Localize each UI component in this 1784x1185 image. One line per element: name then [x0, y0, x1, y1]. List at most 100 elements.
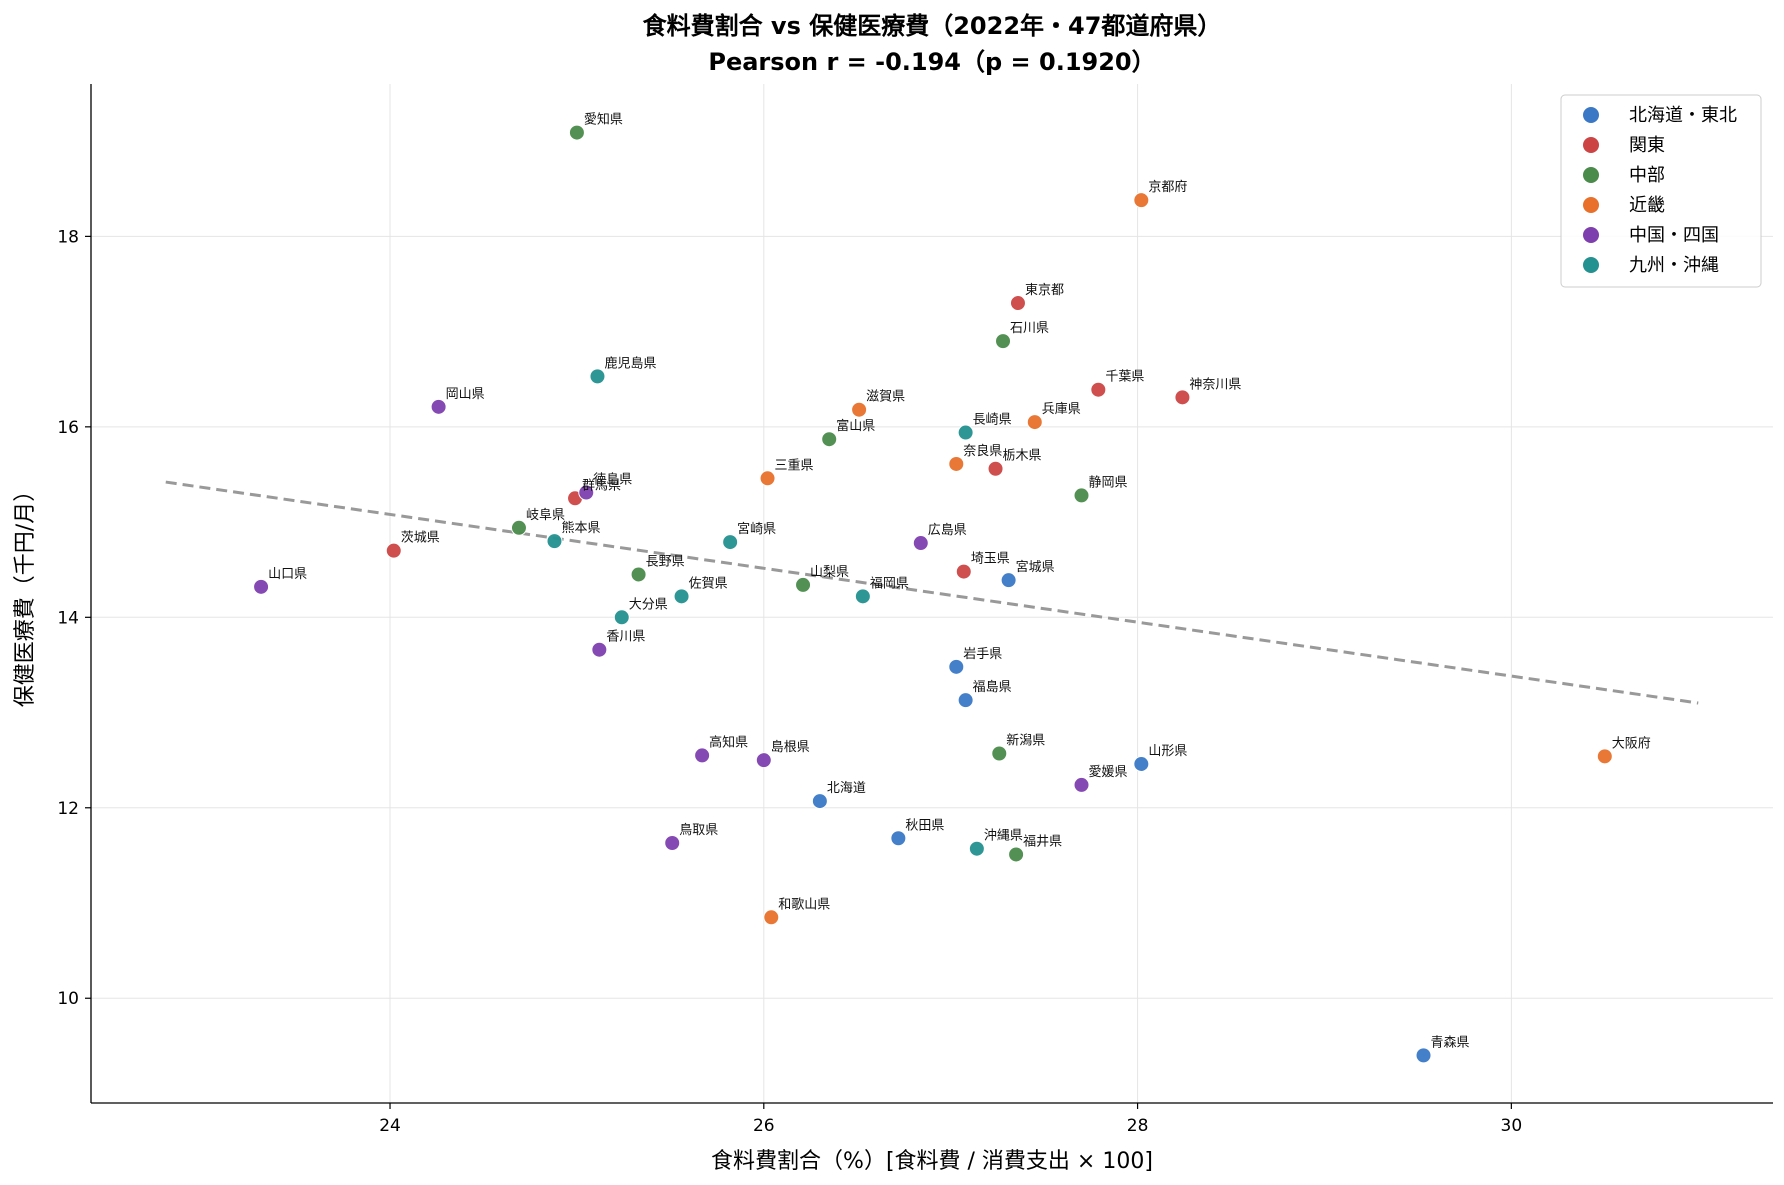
legend-entry: 近畿 — [1629, 195, 1665, 216]
legend-marker — [1583, 227, 1599, 243]
data-point — [430, 398, 447, 415]
data-point — [1415, 1047, 1432, 1064]
data-point — [851, 401, 868, 418]
point-label: 熊本県 — [561, 520, 600, 536]
data-point — [948, 455, 965, 472]
trendline-group — [165, 480, 1699, 705]
data-point — [987, 460, 1004, 477]
point-label: 兵庫県 — [1042, 402, 1081, 417]
data-point — [821, 431, 838, 448]
data-point — [613, 609, 630, 626]
data-point — [630, 566, 647, 583]
point-label: 福島県 — [973, 680, 1012, 695]
point-label: 岐阜県 — [526, 507, 565, 523]
data-point — [546, 533, 563, 550]
data-point — [811, 793, 828, 810]
point-label: 香川県 — [606, 630, 645, 645]
point-label: 沖縄県 — [984, 829, 1023, 844]
point-label: 青森県 — [1431, 1035, 1470, 1050]
data-point — [253, 578, 270, 595]
point-label: 三重県 — [775, 457, 814, 473]
x-tick-label: 30 — [1501, 1116, 1523, 1136]
data-point — [1009, 295, 1026, 312]
legend-entry: 北海道・東北 — [1629, 105, 1737, 126]
ticks: 24 26 28 30 10 12 14 16 18 — [57, 227, 1522, 1136]
data-point — [1174, 389, 1191, 406]
legend-marker — [1583, 107, 1599, 123]
axes — [90, 84, 1773, 1104]
point-label: 山形県 — [1148, 744, 1187, 759]
data-point — [385, 542, 402, 559]
legend-marker — [1583, 167, 1599, 183]
point-label: 群馬県 — [582, 478, 621, 493]
point-label: 福井県 — [1023, 834, 1062, 849]
x-tick-label: 26 — [753, 1116, 775, 1136]
point-label: 愛知県 — [584, 112, 623, 128]
data-point — [510, 519, 527, 536]
point-label: 長野県 — [646, 554, 685, 569]
data-point — [968, 840, 985, 857]
data-point — [1073, 776, 1090, 793]
x-axis-label: 食料費割合（%）[食料費 / 消費支出 × 100] — [711, 1149, 1153, 1174]
point-label: 京都府 — [1148, 180, 1187, 195]
point-label: 山梨県 — [810, 565, 849, 580]
data-point — [1073, 487, 1090, 504]
point-label: 宮城県 — [1016, 559, 1055, 575]
legend-entry: 関東 — [1629, 135, 1665, 156]
point-label: 奈良県 — [963, 443, 1002, 459]
chart-title: 食料費割合 vs 保健医療費（2022年・47都道府県） — [643, 12, 1222, 40]
data-point — [1008, 846, 1025, 863]
data-point — [890, 830, 907, 847]
data-point — [995, 333, 1012, 350]
point-label: 茨城県 — [401, 531, 440, 546]
data-point — [755, 752, 772, 769]
point-label: 福岡県 — [870, 576, 909, 591]
point-label: 神奈川県 — [1189, 377, 1241, 392]
point-label: 佐賀県 — [689, 576, 728, 591]
data-point — [1000, 572, 1017, 589]
point-label: 東京都 — [1025, 282, 1064, 298]
legend-box — [1560, 94, 1762, 288]
point-label: 岡山県 — [446, 387, 485, 402]
data-point — [568, 124, 585, 141]
x-tick-label: 28 — [1127, 1116, 1149, 1136]
data-point — [854, 588, 871, 605]
point-label: 岩手県 — [963, 647, 1002, 662]
point-label: 北海道 — [827, 781, 866, 796]
data-point — [673, 588, 690, 605]
point-label: 新潟県 — [1006, 732, 1045, 748]
point-label: 栃木県 — [1003, 449, 1042, 464]
y-tick-label: 10 — [57, 989, 79, 1009]
y-tick-label: 14 — [57, 608, 79, 628]
y-tick-label: 12 — [57, 799, 79, 819]
data-point — [912, 535, 929, 552]
point-label: 徳島県 — [593, 473, 632, 488]
point-label: 広島県 — [928, 523, 967, 538]
legend-entry: 九州・沖縄 — [1629, 255, 1719, 276]
data-point — [1133, 192, 1150, 209]
data-point — [1026, 414, 1043, 431]
data-point — [694, 747, 711, 764]
point-label: 滋賀県 — [866, 390, 905, 405]
point-label: 和歌山県 — [778, 897, 830, 912]
chart-subtitle: Pearson r = -0.194（p = 0.1920） — [708, 48, 1155, 76]
y-axis-label: 保健医療費（千円/月） — [13, 480, 38, 707]
data-point — [763, 909, 780, 926]
data-point — [795, 576, 812, 593]
y-tick-label: 18 — [57, 227, 79, 247]
legend-marker — [1583, 137, 1599, 153]
legend-marker — [1583, 257, 1599, 273]
legend-marker — [1583, 197, 1599, 213]
data-point — [591, 641, 608, 658]
data-point — [759, 470, 776, 487]
data-point — [957, 692, 974, 709]
legend-entry: 中国・四国 — [1629, 225, 1719, 246]
point-label: 大阪府 — [1612, 736, 1651, 751]
data-point — [1596, 748, 1613, 765]
data-points — [253, 124, 1613, 1064]
point-label: 秋田県 — [905, 818, 944, 833]
point-label: 埼玉県 — [971, 552, 1010, 567]
trendline — [165, 480, 1699, 705]
